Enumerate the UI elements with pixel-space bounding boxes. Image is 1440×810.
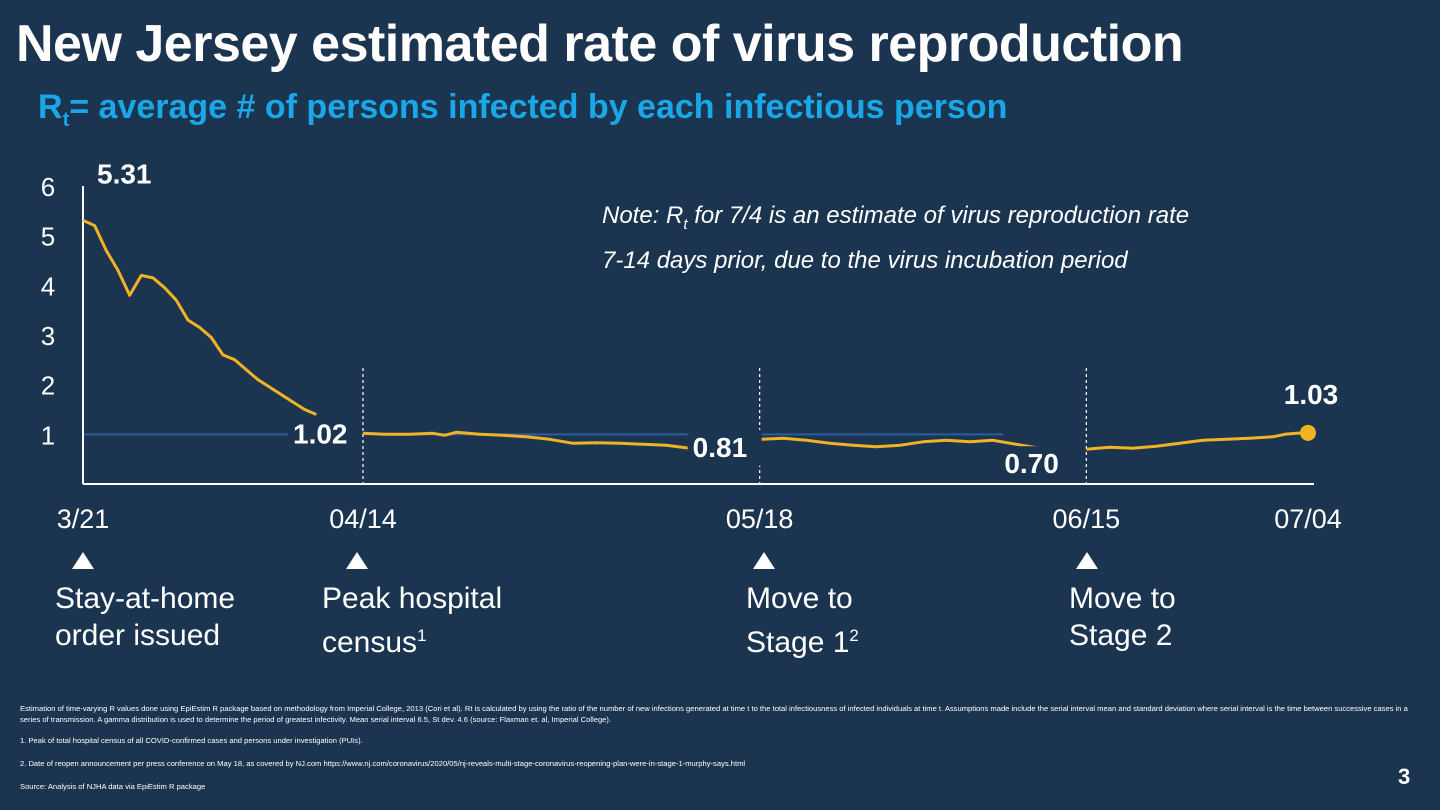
footnotes: Estimation of time-varying R values done…	[20, 703, 1410, 804]
marker-line-1: Move to	[746, 582, 853, 615]
y-tick-label: 1	[41, 420, 55, 450]
data-label: 1.03	[1284, 379, 1339, 410]
marker-line-2: Stage 2	[1069, 619, 1173, 652]
data-label-bg	[288, 416, 362, 453]
y-tick-label: 4	[41, 271, 55, 301]
marker-stage-2: Move to Stage 2	[1069, 580, 1176, 654]
marker-line-2-text: census	[322, 626, 418, 659]
x-tick-label: 06/15	[1053, 504, 1121, 534]
data-label-bg	[999, 446, 1074, 483]
marker-stage-1: Move to Stage 12	[746, 580, 859, 661]
footnote-ref-1: 1	[417, 626, 427, 645]
marker-triangle-icon	[346, 552, 368, 569]
footnote-1: 1. Peak of total hospital census of all …	[20, 736, 363, 745]
data-label: 5.31	[97, 158, 152, 189]
y-tick-label: 6	[41, 172, 55, 202]
data-label: 0.70	[1004, 448, 1058, 479]
y-tick-label: 2	[41, 371, 55, 401]
subtitle-subscript: t	[62, 108, 70, 131]
rt-series-line	[759, 436, 1064, 451]
marker-line-2-text: Stage 1	[746, 626, 850, 659]
note-line-1-text: for 7/4 is an estimate of virus reproduc…	[687, 202, 1190, 229]
data-label-bg	[687, 429, 762, 466]
marker-line-2: Stage 12	[746, 617, 859, 661]
footnote-2: 2. Date of reopen announcement per press…	[20, 759, 746, 768]
marker-line-1: Move to	[1069, 582, 1176, 615]
note-line-2: 7-14 days prior, due to the virus incuba…	[602, 246, 1128, 274]
marker-peak-hospital: Peak hospital census1	[322, 580, 502, 661]
page-title: New Jersey estimated rate of virus repro…	[16, 15, 1184, 73]
marker-line-1: Peak hospital	[322, 582, 503, 615]
marker-triangle-icon	[753, 552, 775, 569]
page-subtitle: Rt= average # of persons infected by eac…	[38, 88, 1007, 132]
y-tick-label: 5	[41, 222, 55, 252]
y-tick-label: 3	[41, 321, 55, 351]
marker-line-1: Stay-at-home	[55, 582, 236, 615]
footnote-methodology: Estimation of time-varying R values done…	[20, 704, 1408, 724]
x-tick-label: 05/18	[726, 504, 794, 534]
chart-note: Note: Rt for 7/4 is an estimate of virus…	[602, 198, 1189, 279]
rt-endpoint-dot	[1300, 424, 1316, 441]
rt-series-line	[82, 218, 317, 416]
marker-line-2: census1	[322, 617, 502, 661]
page-number: 3	[1398, 764, 1411, 789]
data-label: 0.81	[693, 432, 748, 463]
note-subscript: t	[683, 215, 688, 233]
marker-line-2: order issued	[55, 619, 221, 652]
footnote-source: Source: Analysis of NJHA data via EpiEst…	[20, 782, 206, 791]
data-label: 1.02	[293, 418, 348, 449]
subtitle-text: = average # of persons infected by each …	[69, 88, 1008, 126]
x-tick-label: 3/21	[57, 504, 110, 534]
subtitle-r: R	[38, 88, 63, 126]
marker-triangle-icon	[1076, 552, 1098, 569]
rt-series-line	[1086, 431, 1309, 451]
marker-triangle-icon	[72, 552, 94, 569]
footnote-ref-2: 2	[849, 626, 859, 645]
marker-stay-at-home: Stay-at-home order issued	[55, 580, 235, 654]
x-tick-label: 04/14	[329, 504, 397, 534]
note-prefix: Note: R	[602, 202, 684, 229]
x-tick-label: 07/04	[1274, 504, 1342, 534]
note-line-1: Note: Rt for 7/4 is an estimate of virus…	[602, 198, 1189, 243]
